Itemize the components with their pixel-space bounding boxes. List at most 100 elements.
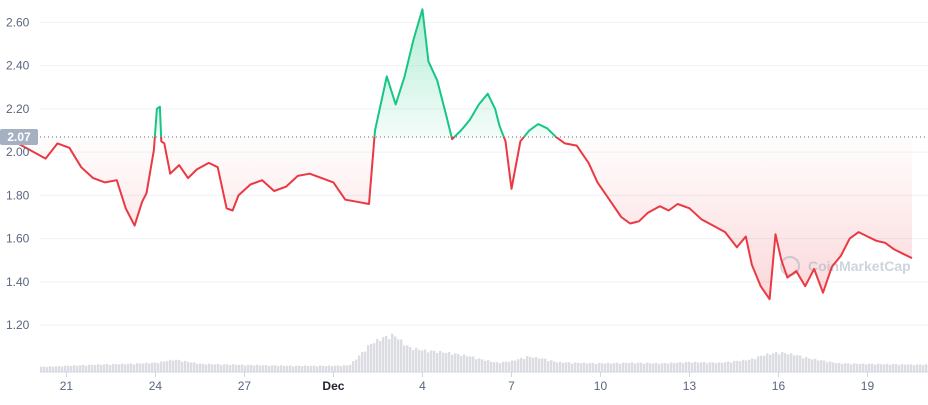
volume-bar bbox=[793, 355, 796, 372]
volume-bar bbox=[124, 364, 127, 372]
volume-bar bbox=[571, 363, 574, 372]
volume-bar bbox=[769, 354, 772, 372]
volume-bar bbox=[286, 365, 289, 372]
volume-bar bbox=[664, 362, 667, 372]
volume-bar bbox=[88, 364, 91, 372]
volume-bar bbox=[538, 358, 541, 372]
volume-bar bbox=[820, 360, 823, 372]
reference-label-box bbox=[0, 129, 38, 145]
volume-bar bbox=[436, 353, 439, 372]
volume-bar bbox=[529, 356, 532, 372]
volume-bar bbox=[208, 363, 211, 372]
volume-bar bbox=[718, 362, 721, 372]
volume-bar bbox=[613, 362, 616, 372]
volume-bar bbox=[184, 360, 187, 372]
volume-bar bbox=[496, 362, 499, 372]
volume-bar bbox=[763, 355, 766, 372]
volume-bar bbox=[757, 356, 760, 372]
volume-bar bbox=[58, 365, 61, 372]
volume-bar bbox=[70, 365, 73, 372]
volume-bar bbox=[577, 362, 580, 372]
volume-bar bbox=[904, 364, 907, 372]
volume-bar bbox=[313, 365, 316, 372]
volume-bar bbox=[157, 363, 160, 372]
volume-bar bbox=[901, 364, 904, 372]
volume-bar bbox=[892, 364, 895, 372]
volume-bar bbox=[196, 364, 199, 372]
volume-bar bbox=[790, 353, 793, 372]
volume-bar bbox=[625, 362, 628, 372]
y-tick-label: 2.00 bbox=[6, 145, 30, 159]
volume-bar bbox=[346, 365, 349, 372]
volume-bar bbox=[397, 339, 400, 372]
volume-bar bbox=[646, 362, 649, 372]
volume-bar bbox=[670, 362, 673, 372]
volume-bar bbox=[502, 361, 505, 372]
volume-bar bbox=[118, 364, 121, 372]
volume-bar bbox=[277, 365, 280, 372]
volume-bar bbox=[898, 364, 901, 372]
volume-bar bbox=[481, 359, 484, 372]
volume-bar bbox=[454, 353, 457, 372]
volume-bar bbox=[472, 356, 475, 372]
price-area bbox=[10, 9, 912, 300]
volume-bar bbox=[913, 365, 916, 372]
volume-bar bbox=[136, 363, 139, 372]
volume-bar bbox=[766, 353, 769, 372]
volume-bar bbox=[142, 363, 145, 372]
reference-label-text: 2.07 bbox=[7, 130, 31, 144]
volume-bar bbox=[616, 362, 619, 372]
volume-bar bbox=[727, 361, 730, 372]
volume-bar bbox=[592, 362, 595, 372]
volume-bar bbox=[265, 365, 268, 372]
volume-bar bbox=[430, 350, 433, 372]
volume-bar bbox=[649, 363, 652, 372]
volume-bar bbox=[310, 365, 313, 372]
volume-bar bbox=[43, 366, 46, 372]
y-tick-label: 1.80 bbox=[6, 188, 30, 202]
volume-bar bbox=[817, 360, 820, 372]
volume-bar bbox=[562, 362, 565, 372]
volume-bar bbox=[658, 363, 661, 372]
volume-bar bbox=[532, 357, 535, 372]
x-tick-label: 7 bbox=[508, 379, 515, 393]
x-tick-label: 4 bbox=[419, 379, 426, 393]
volume-bar bbox=[856, 363, 859, 372]
volume-bar bbox=[244, 365, 247, 372]
volume-bar bbox=[907, 364, 910, 372]
volume-bar bbox=[103, 364, 106, 372]
volume-bar bbox=[559, 361, 562, 372]
volume-bar bbox=[169, 359, 172, 372]
volume-bar bbox=[622, 362, 625, 372]
volume-bar bbox=[607, 362, 610, 372]
volume-bar bbox=[682, 363, 685, 372]
volume-bar bbox=[235, 364, 238, 372]
volume-bar bbox=[331, 366, 334, 372]
volume-bar bbox=[730, 362, 733, 372]
volume-bar bbox=[433, 350, 436, 372]
volume-bar bbox=[229, 365, 232, 372]
volume-bar bbox=[589, 363, 592, 372]
volume-bar bbox=[163, 361, 166, 372]
x-tick-label: 13 bbox=[683, 379, 697, 393]
price-line-up bbox=[153, 8, 558, 137]
volume-bar bbox=[715, 363, 718, 372]
volume-bar bbox=[283, 365, 286, 372]
volume-bar bbox=[580, 363, 583, 372]
volume-bar bbox=[109, 365, 112, 372]
volume-bar bbox=[46, 366, 49, 372]
volume-bar bbox=[256, 364, 259, 372]
volume-bar bbox=[199, 363, 202, 372]
volume-bar bbox=[661, 363, 664, 372]
y-axis: 1.20 1.40 1.60 1.80 2.00 2.20 2.40 2.60 bbox=[6, 15, 30, 332]
volume-bar bbox=[691, 362, 694, 372]
volume-bar bbox=[655, 362, 658, 372]
volume-bar bbox=[799, 355, 802, 372]
volume-bar bbox=[403, 345, 406, 372]
volume-bar bbox=[223, 364, 226, 372]
volume-bar bbox=[418, 349, 421, 372]
volume-bar bbox=[484, 360, 487, 372]
y-tick-label: 1.20 bbox=[6, 318, 30, 332]
volume-bar bbox=[583, 362, 586, 372]
volume-bar bbox=[55, 366, 58, 372]
